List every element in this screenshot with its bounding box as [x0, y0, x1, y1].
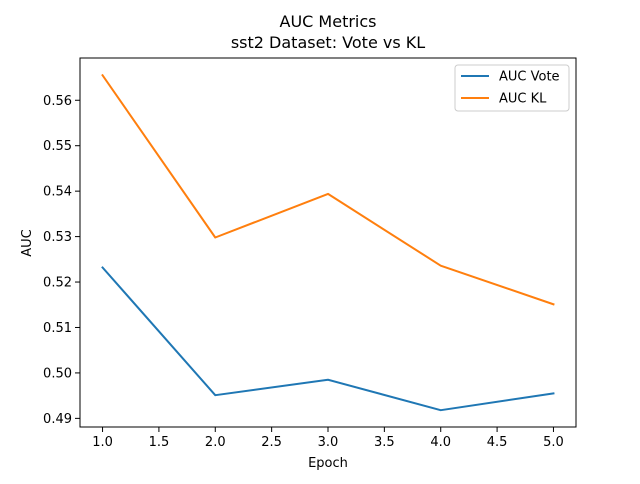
y-tick-label: 0.52	[43, 276, 72, 291]
y-tick-label: 0.53	[43, 230, 72, 245]
x-tick-label: 2.0	[205, 435, 226, 450]
y-tick-label: 0.54	[43, 185, 72, 200]
x-tick-label: 3.5	[374, 435, 395, 450]
x-tick-label: 1.5	[149, 435, 170, 450]
y-tick-label: 0.49	[43, 412, 72, 427]
x-axis-label: Epoch	[308, 456, 348, 471]
y-tick-label: 0.56	[43, 94, 72, 109]
y-tick-label: 0.51	[43, 321, 72, 336]
x-tick-label: 2.5	[261, 435, 282, 450]
x-tick-label: 1.0	[92, 435, 113, 450]
x-tick-label: 5.0	[543, 435, 564, 450]
series-line-0	[101, 266, 555, 412]
plot-frame	[79, 57, 577, 428]
y-axis-label: AUC	[20, 229, 35, 257]
legend-label: AUC KL	[499, 92, 547, 107]
y-tick-label: 0.50	[43, 366, 72, 381]
series-line-1	[101, 73, 555, 306]
chart-title: AUC Metrics	[280, 12, 377, 31]
x-tick-label: 3.0	[318, 435, 339, 450]
x-tick-label: 4.0	[430, 435, 451, 450]
legend-label: AUC Vote	[499, 70, 560, 85]
chart-subtitle: sst2 Dataset: Vote vs KL	[231, 33, 425, 52]
x-tick-label: 4.5	[487, 435, 508, 450]
legend: AUC Vote AUC KL	[454, 64, 570, 112]
y-tick-label: 0.55	[43, 139, 72, 154]
